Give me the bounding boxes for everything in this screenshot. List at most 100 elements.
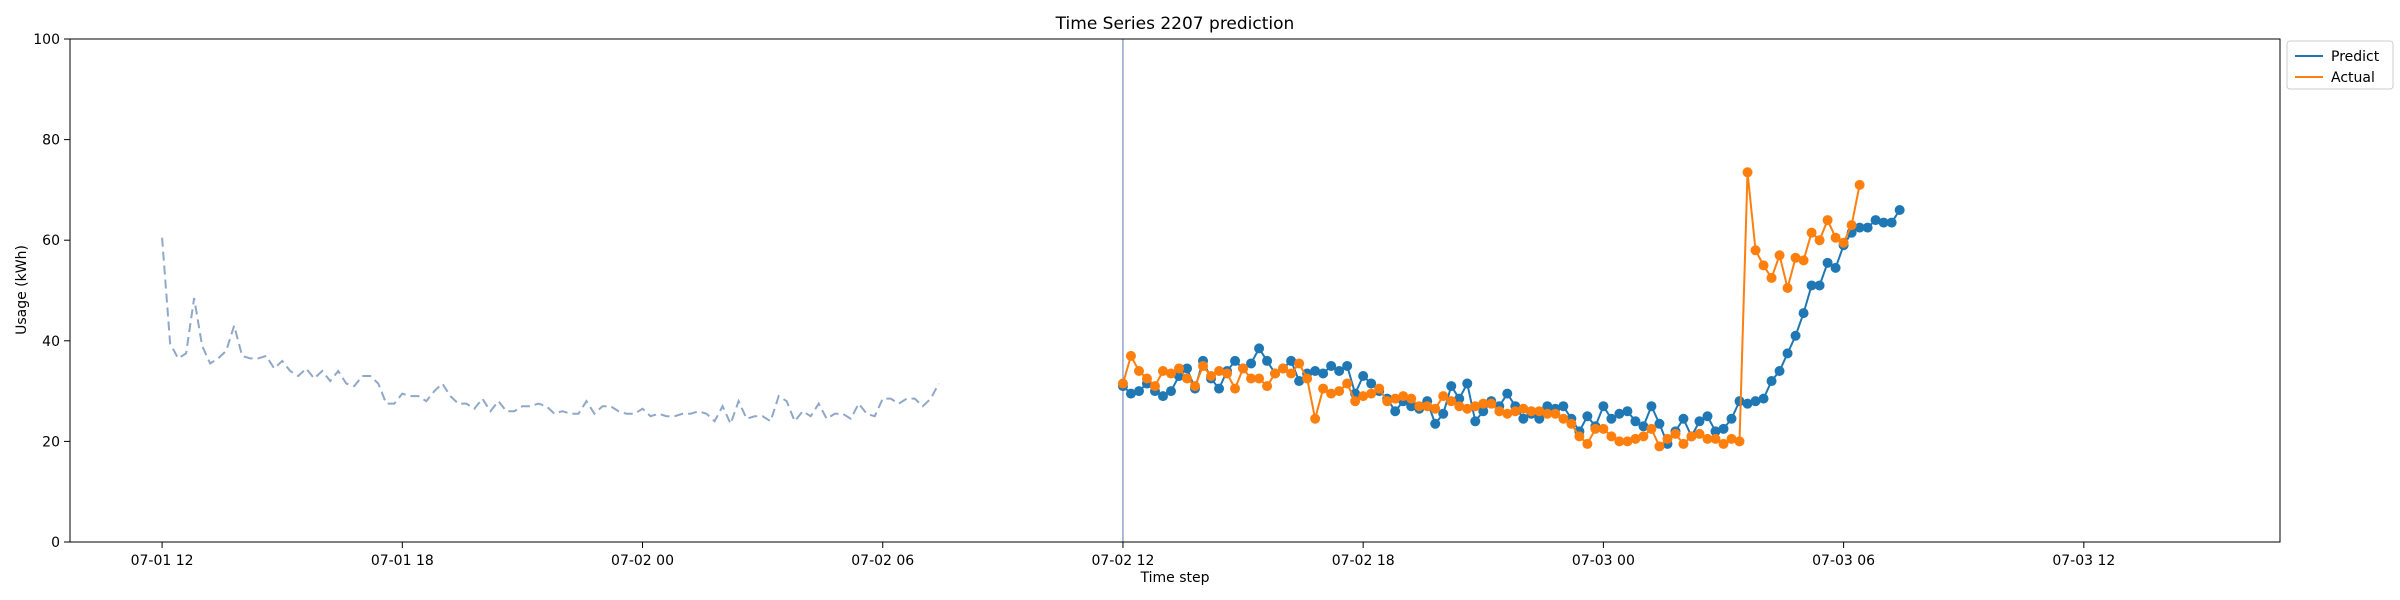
data-point-predict	[1646, 401, 1657, 412]
data-point-actual	[1238, 363, 1249, 374]
data-point-actual	[1766, 272, 1777, 283]
series-actual	[1117, 167, 1865, 452]
x-tick-label: 07-02 06	[851, 553, 914, 569]
data-point-predict	[1478, 406, 1489, 417]
data-point-predict	[1614, 408, 1625, 419]
data-point-actual	[1598, 423, 1609, 434]
data-point-actual	[1830, 232, 1841, 243]
data-point-predict	[1246, 358, 1257, 369]
data-point-predict	[1502, 388, 1513, 399]
data-point-actual	[1190, 381, 1201, 392]
y-tick-label: 60	[42, 233, 60, 249]
data-point-actual	[1117, 378, 1128, 389]
y-axis: 0 20 40 60 80 100	[33, 32, 70, 551]
y-tick-label: 80	[42, 133, 60, 149]
data-point-actual	[1822, 215, 1833, 226]
data-point-actual	[1174, 363, 1184, 374]
data-point-actual	[1662, 433, 1673, 444]
data-point-predict	[1182, 363, 1193, 374]
data-point-actual	[1814, 235, 1825, 246]
data-point-actual	[1422, 401, 1433, 412]
data-point-predict	[1326, 360, 1337, 371]
x-tick-label: 07-03 06	[1812, 553, 1875, 569]
data-point-predict	[1862, 222, 1873, 233]
x-tick-label: 07-03 00	[1572, 553, 1635, 569]
data-point-predict	[1790, 330, 1801, 341]
data-point-actual	[1374, 383, 1385, 394]
data-point-predict	[1630, 416, 1641, 427]
data-point-predict	[1638, 421, 1649, 432]
data-point-actual	[1246, 373, 1257, 384]
data-point-actual	[1742, 167, 1753, 178]
data-point-actual	[1206, 371, 1217, 382]
data-point-actual	[1326, 388, 1337, 399]
history-line	[161, 237, 940, 427]
data-point-predict	[1294, 376, 1305, 387]
y-axis-label: Usage (kWh)	[14, 245, 30, 335]
data-point-predict	[1470, 416, 1481, 427]
data-point-actual	[1710, 433, 1721, 444]
data-point-actual	[1686, 431, 1697, 442]
data-point-predict	[1174, 371, 1184, 382]
data-point-predict	[1694, 416, 1705, 427]
data-point-actual	[1774, 250, 1785, 261]
data-point-predict	[1358, 371, 1369, 382]
data-point-predict	[1534, 413, 1545, 424]
data-point-actual	[1846, 220, 1857, 231]
data-point-actual	[1390, 393, 1401, 404]
data-point-actual	[1638, 431, 1649, 442]
data-point-predict	[1254, 343, 1265, 354]
x-tick-label: 07-01 18	[371, 553, 434, 569]
data-point-predict	[1886, 217, 1897, 228]
data-point-actual	[1350, 396, 1361, 407]
data-point-predict	[1814, 280, 1825, 291]
x-tick-label: 07-01 12	[131, 553, 194, 569]
data-point-actual	[1478, 398, 1489, 409]
data-point-predict	[1894, 205, 1905, 216]
data-point-predict	[1125, 388, 1136, 399]
data-point-actual	[1726, 433, 1737, 444]
chart-title: Time Series 2207 prediction	[1055, 14, 1295, 34]
y-tick-label: 40	[42, 334, 60, 350]
data-point-predict	[1798, 308, 1809, 319]
data-point-actual	[1582, 438, 1593, 449]
data-point-actual	[1534, 406, 1545, 417]
y-tick-label: 100	[33, 32, 60, 48]
data-point-actual	[1510, 406, 1521, 417]
data-point-actual	[1294, 358, 1305, 369]
x-axis-label: Time step	[1140, 570, 1210, 586]
data-point-actual	[1694, 428, 1705, 439]
data-point-actual	[1494, 406, 1505, 417]
data-point-predict	[1262, 355, 1273, 366]
data-point-predict	[1518, 413, 1529, 424]
data-point-predict	[1406, 401, 1417, 412]
data-point-actual	[1141, 373, 1152, 384]
data-point-actual	[1790, 252, 1801, 263]
data-point-predict	[1854, 222, 1865, 233]
data-point-predict	[1582, 411, 1593, 422]
data-point-actual	[1678, 438, 1689, 449]
data-point-predict	[1678, 413, 1689, 424]
data-point-actual	[1558, 413, 1569, 424]
data-point-actual	[1614, 436, 1625, 447]
data-point-predict	[1710, 426, 1721, 437]
data-point-actual	[1182, 373, 1193, 384]
data-point-actual	[1590, 423, 1601, 434]
data-point-actual	[1734, 436, 1745, 447]
data-point-predict	[1598, 401, 1609, 412]
data-point-predict	[1157, 391, 1168, 402]
data-point-actual	[1318, 383, 1329, 394]
data-point-predict	[1286, 355, 1297, 366]
x-tick-label: 07-02 00	[611, 553, 674, 569]
data-point-actual	[1254, 373, 1265, 384]
data-point-actual	[1518, 403, 1529, 414]
data-point-actual	[1342, 378, 1353, 389]
data-point-actual	[1526, 406, 1537, 417]
data-point-predict	[1806, 280, 1817, 291]
data-point-actual	[1214, 365, 1225, 376]
x-axis: 07-01 12 07-01 18 07-02 00 07-02 06 07-02 12…	[131, 542, 2115, 569]
data-point-actual	[1382, 396, 1393, 407]
legend: Predict Actual	[2286, 40, 2394, 90]
